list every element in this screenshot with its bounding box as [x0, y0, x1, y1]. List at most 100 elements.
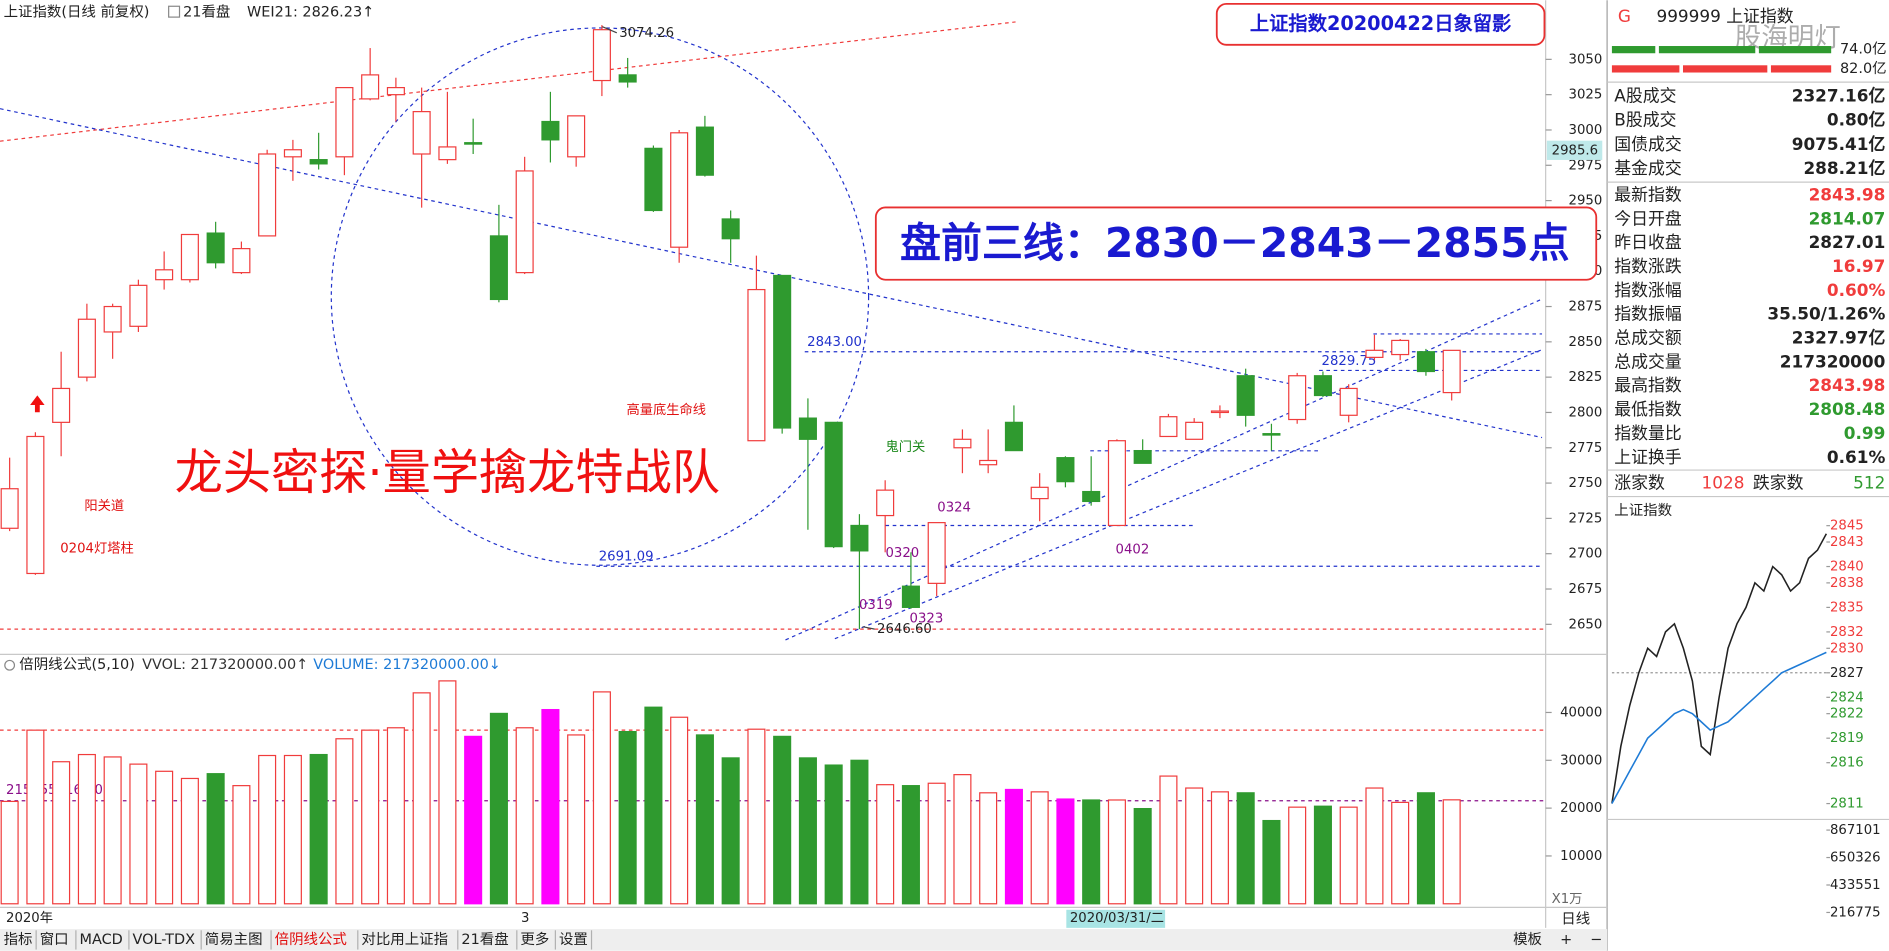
stat-value: 35.50/1.26% — [1767, 304, 1885, 324]
y-tick-label: 2838 — [1830, 576, 1864, 591]
candles: 2650 2675 2700 2725 2750 2775 2800 2825 2850 2875… — [0, 25, 1603, 928]
stat-label: 指数振幅 — [1614, 304, 1682, 324]
low-pointer — [862, 626, 875, 630]
candle-body — [618, 74, 637, 83]
toolbar-tab[interactable]: 21看盘 — [461, 930, 508, 948]
toolbar-tab[interactable]: MACD — [80, 932, 123, 948]
y-tick-label: 20000 — [1560, 801, 1602, 816]
candle-body — [438, 146, 457, 161]
y-tick-label: 2827 — [1830, 666, 1864, 681]
volume-bar — [1339, 806, 1358, 905]
toolbar-button[interactable]: + — [1560, 932, 1572, 948]
volume-bar — [438, 680, 457, 905]
toolbar-tab[interactable]: 更多 — [520, 931, 549, 948]
candle-body — [567, 115, 586, 158]
volume-bar — [283, 754, 302, 905]
panel-icon — [4, 659, 16, 671]
volume-bar — [1082, 799, 1101, 905]
volume-bar — [541, 708, 560, 905]
y2-tick-label: 433551 — [1830, 878, 1881, 893]
toolbar-tab[interactable]: 指标 — [4, 931, 33, 948]
y2-tick-label: 650326 — [1830, 851, 1881, 866]
selected-date-box — [1066, 909, 1166, 928]
y-tick-label: 2840 — [1830, 560, 1864, 575]
toolbar-tabs: 指标 窗口 MACD VOL-TDX 简易主图 倍阴线公式 对比用上证指 21看盘 更多 设置 模板… — [4, 930, 1602, 950]
candle-body — [1339, 387, 1358, 416]
y-tick-label: 2811 — [1830, 797, 1864, 812]
candle-body — [206, 232, 225, 264]
candle-body — [721, 218, 740, 240]
stat-label: 最低指数 — [1614, 399, 1682, 419]
volume-bar — [695, 734, 714, 905]
volume-bar — [155, 770, 174, 905]
y-tick-label: 10000 — [1560, 849, 1602, 864]
stat-label: 国债成交 — [1614, 134, 1682, 154]
candle-body — [773, 274, 792, 429]
y2-tick-label: 216775 — [1830, 905, 1881, 920]
candle-body — [1185, 421, 1204, 440]
volume-bar — [361, 729, 380, 905]
y-tick-label: 2975 — [1569, 158, 1603, 173]
stat-value: 2843.98 — [1809, 375, 1886, 395]
header-tab[interactable]: 21看盘 — [183, 2, 230, 20]
high-label: 3074.26 — [619, 26, 674, 41]
volume-bar — [309, 753, 328, 905]
flow-bar — [1611, 65, 1680, 73]
x-tick-label: 2020年 — [6, 910, 53, 926]
candle-body — [489, 235, 508, 301]
volume-bar — [464, 735, 483, 905]
volume-bar — [592, 691, 611, 905]
stat-value: 0.60% — [1827, 280, 1886, 300]
candle-body — [180, 233, 199, 281]
candle-body — [361, 74, 380, 100]
candle-body — [1030, 486, 1049, 500]
candle-body — [1313, 375, 1332, 397]
toolbar-tab[interactable]: 倍阴线公式 — [275, 931, 347, 948]
volume-bar — [515, 727, 534, 905]
toolbar-tab[interactable]: VOL-TDX — [133, 932, 196, 948]
y2-tick-label: 867101 — [1830, 823, 1881, 838]
legend-entry: VOLUME: 217320000.00↓ — [313, 657, 501, 673]
stat-label: 总成交额 — [1614, 328, 1682, 348]
volume-bar — [489, 712, 508, 905]
legend-entry: VVOL: 217320000.00↑ — [142, 657, 308, 673]
level-label: 2691.09 — [599, 550, 654, 565]
y-tick-label: 2824 — [1830, 690, 1864, 705]
candle-body — [232, 248, 251, 274]
toolbar-tab[interactable]: 简易主图 — [205, 931, 263, 948]
y-tick-label: 2835 — [1830, 600, 1864, 615]
candle-body — [0, 488, 19, 529]
intraday-title: 上证指数 — [1614, 502, 1672, 519]
flow-bar — [1758, 46, 1832, 54]
volume-bar — [1133, 807, 1152, 905]
toolbar-button[interactable]: − — [1590, 932, 1602, 948]
candle-body — [1288, 375, 1307, 421]
candle-body — [1082, 490, 1101, 503]
up-arrow — [30, 395, 45, 413]
candle-body — [309, 159, 328, 165]
y-tick-label: 2850 — [1569, 335, 1603, 350]
candle-body — [1004, 421, 1023, 452]
badge: G — [1618, 6, 1631, 26]
volume-bar — [1159, 775, 1178, 905]
level-label: 2843.00 — [807, 335, 862, 350]
chart-title: 上证指数(日线 前复权) — [4, 2, 150, 20]
candle-body — [876, 489, 895, 517]
candle-body — [901, 585, 920, 608]
candle-body — [670, 132, 689, 248]
stat-value: 9075.41亿 — [1792, 134, 1886, 154]
stat-label: 指数涨幅 — [1614, 280, 1682, 300]
stat-value: 288.21亿 — [1803, 158, 1885, 178]
y-tick-label: 2675 — [1569, 582, 1603, 597]
toolbar-tab[interactable]: 设置 — [559, 931, 588, 948]
toolbar-tab[interactable]: 窗口 — [40, 930, 69, 948]
volume-bar — [721, 757, 740, 905]
candle-body — [541, 120, 560, 141]
volume-bar — [644, 706, 663, 905]
volume-bars: VVOL: 217320000.00↑ VOLUME: 217320000.00↓… — [0, 657, 1602, 905]
toolbar-button[interactable]: 模板 — [1513, 930, 1542, 948]
toolbar-tab[interactable]: 对比用上证指 — [361, 931, 448, 948]
volume-bar — [901, 785, 920, 905]
volume-bar — [335, 738, 354, 905]
